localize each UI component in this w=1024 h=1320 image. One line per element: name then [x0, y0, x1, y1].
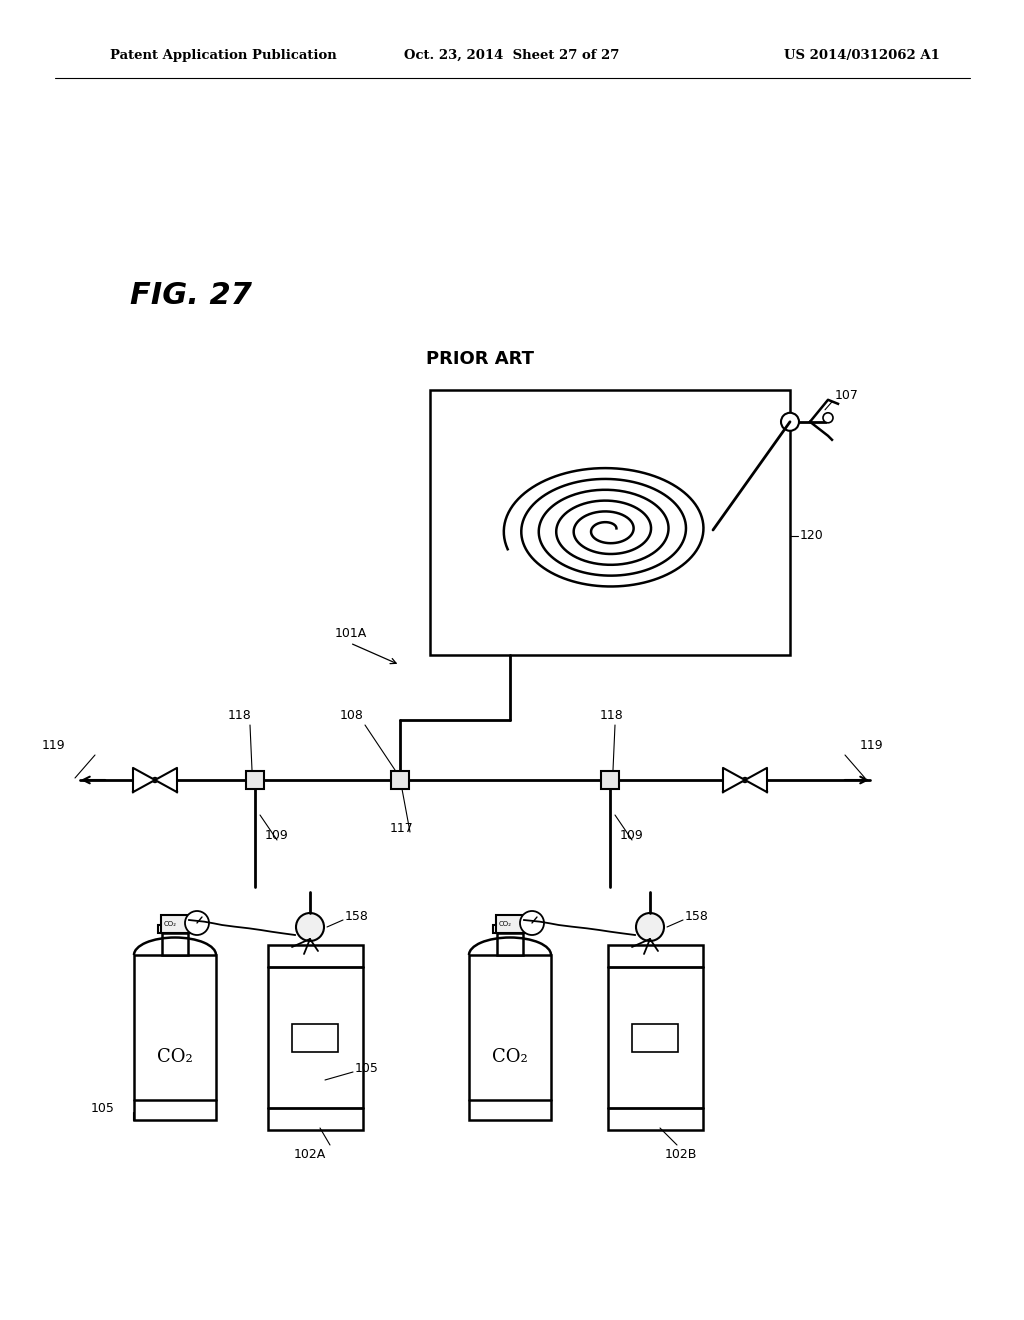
- Circle shape: [823, 413, 833, 422]
- Bar: [469, 954, 551, 1119]
- Text: 102B: 102B: [665, 1148, 697, 1162]
- Circle shape: [742, 777, 748, 783]
- Bar: [496, 915, 524, 933]
- Circle shape: [153, 777, 158, 783]
- Bar: [292, 1024, 338, 1052]
- Polygon shape: [723, 768, 745, 792]
- Text: 107: 107: [835, 389, 859, 401]
- Circle shape: [185, 911, 209, 935]
- Text: FIG. 27: FIG. 27: [130, 281, 252, 310]
- Text: 117: 117: [390, 822, 414, 836]
- Bar: [391, 771, 409, 789]
- Text: CO₂: CO₂: [499, 921, 512, 927]
- Circle shape: [520, 911, 544, 935]
- Bar: [134, 954, 216, 1119]
- Bar: [493, 925, 527, 933]
- Text: 105: 105: [91, 1102, 115, 1115]
- Circle shape: [781, 413, 799, 430]
- Text: 118: 118: [600, 709, 624, 722]
- Text: 109: 109: [265, 829, 289, 842]
- Text: 120: 120: [800, 529, 823, 543]
- Text: Patent Application Publication: Patent Application Publication: [110, 49, 337, 62]
- Text: PRIOR ART: PRIOR ART: [426, 350, 534, 368]
- Bar: [607, 945, 702, 1130]
- Bar: [430, 389, 790, 655]
- Circle shape: [296, 913, 324, 941]
- Text: Oct. 23, 2014  Sheet 27 of 27: Oct. 23, 2014 Sheet 27 of 27: [404, 49, 620, 62]
- Text: 105: 105: [355, 1063, 379, 1074]
- Text: 119: 119: [860, 739, 884, 752]
- Circle shape: [636, 913, 664, 941]
- Polygon shape: [133, 768, 155, 792]
- Text: US 2014/0312062 A1: US 2014/0312062 A1: [784, 49, 940, 62]
- Text: 108: 108: [340, 709, 364, 722]
- Text: 101A: 101A: [335, 627, 368, 640]
- Text: 118: 118: [228, 709, 252, 722]
- Bar: [161, 915, 189, 933]
- Bar: [158, 925, 193, 933]
- Bar: [162, 933, 188, 954]
- Text: 109: 109: [620, 829, 644, 842]
- Text: CO₂: CO₂: [164, 921, 176, 927]
- Bar: [267, 945, 362, 1130]
- Text: 119: 119: [41, 739, 65, 752]
- Text: CO₂: CO₂: [493, 1048, 528, 1067]
- Text: 158: 158: [345, 909, 369, 923]
- Bar: [246, 771, 264, 789]
- Text: 158: 158: [685, 909, 709, 923]
- Polygon shape: [745, 768, 767, 792]
- Bar: [632, 1024, 678, 1052]
- Bar: [497, 933, 523, 954]
- Text: CO₂: CO₂: [157, 1048, 193, 1067]
- Polygon shape: [155, 768, 177, 792]
- Text: 102A: 102A: [294, 1148, 326, 1162]
- Bar: [601, 771, 618, 789]
